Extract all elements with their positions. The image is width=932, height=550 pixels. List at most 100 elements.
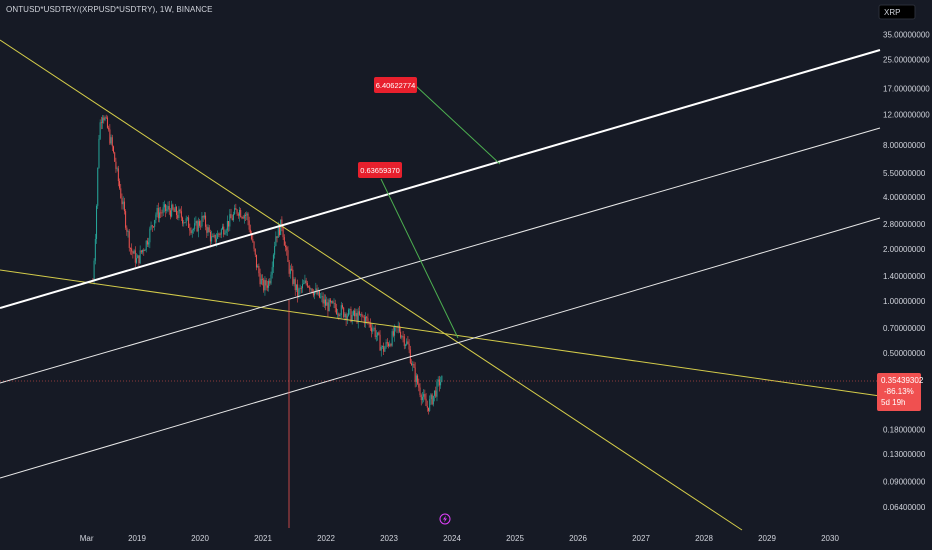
candle-body (381, 346, 383, 348)
candle-body (432, 395, 434, 405)
candle-body (211, 236, 213, 242)
lightning-icon[interactable] (439, 513, 451, 525)
candle-body (386, 342, 388, 344)
candle-body (99, 122, 101, 139)
candle-body (355, 313, 357, 317)
candle-body (269, 280, 271, 284)
candle-body (287, 250, 289, 262)
time-axis[interactable]: Mar 2019 2020 2021 2022 2023 2024 2025 2026 2027 2… (80, 534, 840, 543)
candle-body (388, 343, 390, 347)
candle-body (189, 227, 191, 231)
candle-body (259, 273, 261, 285)
candle-body (94, 238, 96, 261)
candle-body (413, 364, 415, 368)
x-tick-label: 2021 (254, 534, 272, 543)
candle-body (97, 167, 99, 206)
candle-body (100, 122, 102, 124)
candle-body (327, 302, 329, 312)
candle-body (331, 301, 333, 303)
x-tick-label: 2022 (317, 534, 335, 543)
candle-body (184, 222, 186, 224)
candle-body (297, 284, 299, 297)
candle-body (225, 230, 227, 234)
candle-body (421, 396, 423, 401)
candle-body (175, 206, 177, 216)
candle-body (191, 229, 193, 234)
candle-body (337, 313, 339, 315)
annotation-label-2[interactable]: 0.63659370 (358, 162, 402, 178)
candle-body (378, 332, 380, 335)
candle-body (360, 313, 362, 315)
candle-body (201, 216, 203, 227)
candle-body (253, 241, 255, 249)
candle-body (165, 204, 167, 212)
x-tick-label: 2028 (695, 534, 713, 543)
scale-badge[interactable]: XRP (878, 4, 916, 20)
candle-body (265, 280, 267, 286)
candle-body (117, 168, 119, 182)
candle-body (363, 316, 365, 324)
candle-body (106, 117, 108, 128)
candle-body (174, 206, 176, 212)
candle-body (197, 221, 199, 232)
candle-body (275, 236, 277, 246)
candle-body (146, 240, 148, 245)
y-tick-label: 0.70000000 (883, 324, 926, 333)
candle-body (325, 299, 327, 306)
price-tag-value: 0.35439302 (881, 376, 924, 385)
candle-body (240, 209, 242, 218)
x-tick-label: 2020 (191, 534, 209, 543)
candle-body (400, 331, 402, 338)
candle-body (341, 305, 343, 308)
candle-body (166, 209, 168, 212)
candle-body (249, 229, 251, 234)
y-tick-label: 12.00000000 (883, 111, 930, 120)
trendline-descending-steep[interactable] (0, 39, 743, 531)
candle-body (383, 346, 385, 352)
candle-body (357, 311, 359, 323)
candle-body (133, 250, 135, 254)
candle-body (200, 225, 202, 227)
candle-body (375, 335, 377, 337)
candle-body (93, 260, 95, 282)
candle-body (270, 274, 272, 284)
annotation-label-1-text: 6.40622774 (376, 81, 416, 90)
candle-body (406, 341, 408, 345)
candle-body (208, 227, 210, 233)
x-tick-label: 2024 (443, 534, 461, 543)
candle-body (127, 231, 129, 232)
candle-body (420, 394, 422, 401)
candle-body (142, 249, 144, 253)
y-tick-label: 35.00000000 (883, 30, 930, 39)
candle-body (285, 245, 287, 248)
price-tag: 0.35439302 -86.13% 5d 19h (877, 373, 924, 411)
candle-body (180, 211, 182, 218)
scale-badge-label: XRP (884, 8, 900, 17)
trendline-descending-shallow[interactable] (0, 269, 881, 397)
channel-line-mid[interactable] (0, 127, 881, 384)
candle-body (151, 225, 153, 227)
x-tick-label: 2029 (758, 534, 776, 543)
candle-body (236, 209, 238, 214)
candle-body (392, 331, 394, 336)
candle-body (128, 231, 130, 248)
y-tick-label: 0.09000000 (883, 478, 926, 487)
price-axis[interactable]: 35.00000000 25.00000000 17.00000000 12.0000… (883, 30, 930, 512)
candle-body (148, 242, 150, 245)
candle-body (199, 221, 201, 226)
candle-body (246, 213, 248, 216)
candle-body (362, 316, 364, 318)
candle-body (417, 375, 419, 384)
candle-body (245, 215, 247, 216)
candle-body (188, 217, 190, 228)
candle-body (414, 367, 416, 382)
annotation-label-1[interactable]: 6.40622774 (374, 77, 417, 93)
candle-body (318, 290, 320, 298)
candle-body (219, 233, 221, 235)
channel-line-bottom[interactable] (0, 217, 881, 479)
channel-line-top[interactable] (0, 49, 881, 309)
candle-body (159, 212, 161, 219)
price-tag-countdown: 5d 19h (881, 398, 905, 407)
candle-body (110, 137, 112, 144)
